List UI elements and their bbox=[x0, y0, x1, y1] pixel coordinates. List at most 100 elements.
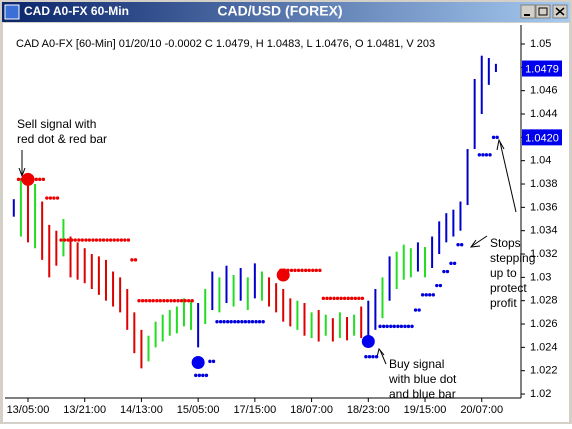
stop-dot bbox=[328, 296, 336, 301]
stop-dot-part bbox=[367, 354, 372, 359]
stop-dot-part bbox=[16, 177, 21, 182]
stop-dot bbox=[442, 269, 450, 274]
annotation-line: Stops bbox=[490, 236, 521, 250]
stop-dot bbox=[229, 319, 237, 324]
stop-dot-part bbox=[399, 324, 404, 329]
stop-dot bbox=[201, 373, 209, 378]
stop-dot bbox=[158, 298, 166, 303]
stop-dot-part bbox=[108, 238, 113, 242]
stop-dot-part bbox=[190, 298, 194, 303]
maximize-button[interactable] bbox=[535, 4, 551, 19]
stop-dot-part bbox=[350, 296, 354, 301]
stop-dot-part bbox=[169, 298, 173, 303]
stop-dot-part bbox=[165, 298, 170, 303]
stop-dot-part bbox=[410, 324, 414, 329]
stop-dot bbox=[484, 153, 492, 157]
stop-dot bbox=[435, 283, 443, 288]
stop-dot-part bbox=[257, 319, 262, 324]
stop-dot bbox=[165, 298, 173, 303]
stop-dot-part bbox=[303, 268, 308, 273]
signal-dot bbox=[276, 268, 290, 282]
stop-dot-part bbox=[328, 296, 333, 301]
stop-dot-part bbox=[197, 373, 202, 378]
stop-dot-part bbox=[66, 238, 70, 242]
stop-dot-part bbox=[98, 238, 102, 242]
stop-dot-part bbox=[449, 261, 453, 266]
stop-dot-part bbox=[371, 354, 375, 359]
stop-dot-part bbox=[481, 153, 485, 157]
stop-dot bbox=[137, 298, 145, 303]
stop-dot-part bbox=[48, 196, 53, 200]
arrow-head bbox=[18, 167, 26, 178]
stop-dot bbox=[130, 258, 138, 262]
stop-dot-part bbox=[52, 196, 56, 200]
stop-dot-part bbox=[38, 177, 42, 182]
window-title: CAD A0-FX 60-Min bbox=[24, 4, 129, 18]
stop-dot-part bbox=[314, 268, 318, 273]
window-buttons[interactable] bbox=[520, 4, 568, 19]
stop-dot bbox=[364, 354, 372, 359]
y-tick-label: 1.036 bbox=[530, 201, 558, 213]
stop-dot-part bbox=[140, 298, 145, 303]
stop-dot-part bbox=[130, 258, 134, 262]
stop-dot bbox=[428, 293, 436, 297]
stop-dot bbox=[413, 308, 421, 312]
stop-dot bbox=[314, 268, 322, 273]
stop-dot-part bbox=[126, 238, 131, 242]
stop-dot bbox=[491, 135, 499, 140]
stop-dot-part bbox=[296, 268, 301, 273]
stop-dot bbox=[172, 298, 180, 303]
stop-dot bbox=[477, 153, 485, 157]
stop-dot-part bbox=[87, 238, 92, 242]
stop-dot-part bbox=[151, 298, 155, 303]
annotation-arrow bbox=[471, 235, 488, 247]
stop-dot-part bbox=[162, 298, 166, 303]
annotation-line: with blue dot bbox=[388, 372, 457, 386]
stop-dot-part bbox=[218, 319, 223, 324]
stop-dot bbox=[236, 319, 244, 324]
minimize-button[interactable] bbox=[520, 4, 536, 19]
stop-dot-part bbox=[137, 298, 141, 303]
stop-dot bbox=[257, 319, 265, 324]
stop-dot-part bbox=[339, 296, 343, 301]
stop-dot-part bbox=[62, 238, 67, 242]
y-tick-label: 1.032 bbox=[530, 248, 558, 260]
stop-dot bbox=[38, 177, 46, 182]
y-tick-label: 1.022 bbox=[530, 365, 558, 377]
stop-dot-part bbox=[456, 242, 460, 247]
y-tick-label: 1.02 bbox=[530, 388, 551, 400]
stop-dot-part bbox=[445, 269, 450, 274]
stop-dot-part bbox=[247, 319, 251, 324]
price-marker bbox=[522, 129, 562, 146]
stop-dot-part bbox=[91, 238, 95, 242]
stop-dot-part bbox=[116, 238, 120, 242]
annotation-line: Sell signal with bbox=[17, 117, 96, 131]
stop-dot-part bbox=[484, 153, 489, 157]
stop-dot bbox=[80, 238, 88, 242]
stop-dot bbox=[116, 238, 124, 242]
arrow-head bbox=[376, 347, 385, 358]
stop-dot-part bbox=[300, 268, 304, 273]
stop-dot-part bbox=[254, 319, 258, 324]
stop-dot-part bbox=[112, 238, 116, 242]
y-tick-label: 1.05 bbox=[530, 38, 551, 50]
stop-dot-part bbox=[431, 293, 436, 297]
stop-dot bbox=[456, 242, 464, 247]
stop-dot-part bbox=[392, 324, 396, 329]
stop-dot-part bbox=[381, 324, 386, 329]
stop-dot-part bbox=[406, 324, 411, 329]
stop-dot-part bbox=[211, 359, 216, 364]
signal-dot bbox=[21, 172, 35, 186]
stop-dot-part bbox=[233, 319, 237, 324]
price-marker-label: 1.0479 bbox=[525, 63, 559, 75]
stop-dot bbox=[342, 296, 350, 301]
arrow-head bbox=[469, 239, 481, 248]
stop-dot bbox=[420, 293, 428, 297]
stop-dot bbox=[321, 296, 329, 301]
x-tick-label: 13/21:00 bbox=[63, 404, 106, 416]
y-tick-label: 1.03 bbox=[530, 271, 551, 283]
stop-dot bbox=[179, 298, 187, 303]
stop-dot-part bbox=[41, 177, 46, 182]
stop-dot-part bbox=[176, 298, 180, 303]
stop-dot-part bbox=[293, 268, 297, 273]
